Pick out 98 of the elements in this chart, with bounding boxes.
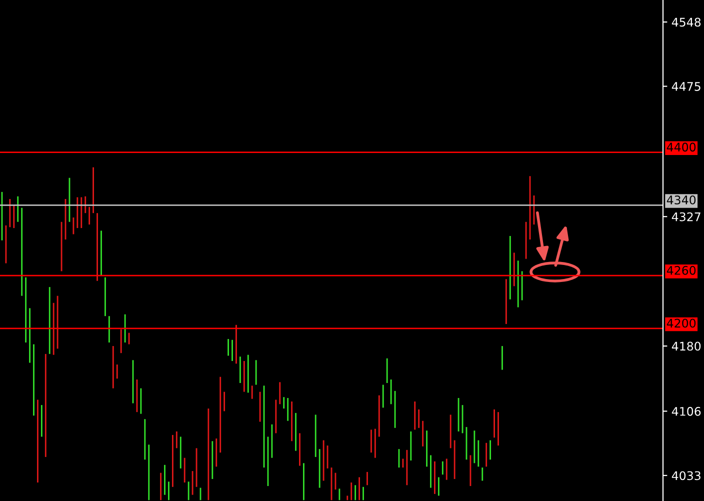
candlestick: [124, 314, 126, 343]
candlestick: [350, 482, 352, 500]
candlestick: [279, 382, 281, 404]
candlestick: [338, 488, 340, 500]
y-tick-label: 4033: [672, 471, 700, 480]
candlestick: [517, 260, 519, 308]
ref-line-label: 4400: [666, 142, 696, 152]
candlestick: [140, 388, 142, 414]
y-tick-label: 4475: [672, 82, 700, 91]
candlestick: [144, 419, 146, 460]
y-tick-label: 4106: [672, 406, 701, 416]
candlestick: [259, 392, 261, 422]
candlestick: [108, 316, 110, 343]
candlestick: [513, 252, 515, 286]
candlestick: [25, 277, 27, 343]
candlestick: [474, 430, 476, 464]
candlestick: [275, 400, 277, 434]
candlestick: [386, 358, 388, 384]
candlestick: [251, 386, 253, 399]
candlestick: [212, 441, 214, 479]
candlestick: [216, 438, 218, 467]
candlestick: [188, 482, 190, 500]
candlestick: [220, 376, 222, 453]
candlestick: [21, 208, 23, 296]
candlestick: [9, 198, 11, 228]
candlestick: [120, 329, 122, 354]
candlestick: [72, 217, 74, 234]
candlestick: [302, 463, 304, 500]
candlestick: [442, 461, 444, 475]
candlestick: [505, 279, 507, 324]
ref-line-label: 4260: [666, 266, 696, 275]
candlestick: [116, 364, 118, 379]
candlestick: [438, 477, 440, 496]
candlestick: [486, 442, 488, 467]
candlestick: [56, 296, 58, 349]
candlestick: [390, 379, 392, 404]
candlestick: [410, 431, 412, 460]
candlestick: [287, 398, 289, 421]
candlestick: [80, 197, 82, 228]
candlestick: [224, 392, 226, 412]
candlestick: [454, 440, 456, 479]
candlestick: [247, 354, 249, 393]
candlestick: [422, 420, 424, 446]
candlestick: [318, 449, 320, 488]
candlestick: [243, 361, 245, 392]
candlestick: [509, 236, 511, 300]
ref-line-label: 4200: [666, 318, 696, 328]
candlestick: [112, 346, 114, 388]
candlestick: [354, 485, 356, 500]
candlestick: [239, 356, 241, 384]
candlestick: [84, 196, 86, 214]
candlestick: [314, 414, 316, 457]
candlestick: [184, 458, 186, 483]
candlestick: [52, 302, 54, 355]
y-tick-label: 4327: [672, 212, 700, 222]
candlestick: [180, 436, 182, 468]
candlestick: [446, 458, 448, 480]
candlestick: [255, 360, 257, 385]
ref-line-label: 4340: [666, 195, 696, 204]
candlestick: [104, 277, 106, 316]
candlestick: [370, 430, 372, 453]
candlestick: [88, 206, 90, 225]
candlestick: [406, 450, 408, 486]
candlestick: [291, 402, 293, 442]
y-tick-label: 4548: [672, 18, 701, 27]
candlestick: [418, 409, 420, 428]
candlestick: [48, 287, 50, 354]
candlestick: [60, 222, 62, 272]
candlestick: [283, 397, 285, 409]
candlestick: [346, 496, 348, 500]
candlestick: [17, 196, 19, 222]
candlestick: [192, 471, 194, 495]
candlestick: [92, 167, 94, 214]
candlestick: [382, 384, 384, 408]
candlestick: [148, 444, 150, 500]
candlestick: [458, 398, 460, 432]
candlestick: [5, 225, 7, 264]
candlestick: [374, 428, 376, 458]
candlestick: [172, 434, 174, 487]
candlestick: [358, 477, 360, 500]
candlestick: [44, 354, 46, 457]
candlestick: [271, 424, 273, 458]
candlestick: [322, 440, 324, 481]
candlestick: [490, 440, 492, 460]
candlestick: [450, 414, 452, 448]
candlestick: [478, 440, 480, 467]
candlestick: [208, 408, 210, 500]
candlestick: [414, 402, 416, 430]
candlestick: [378, 395, 380, 437]
y-tick-label: 4180: [672, 342, 701, 351]
candlestick: [402, 458, 404, 468]
candlestick: [176, 431, 178, 448]
candlestick: [76, 197, 78, 228]
candlestick: [482, 468, 484, 481]
candlestick: [13, 205, 15, 228]
candlestick: [470, 455, 472, 486]
candlestick: [521, 271, 523, 300]
candlestick: [40, 405, 42, 437]
